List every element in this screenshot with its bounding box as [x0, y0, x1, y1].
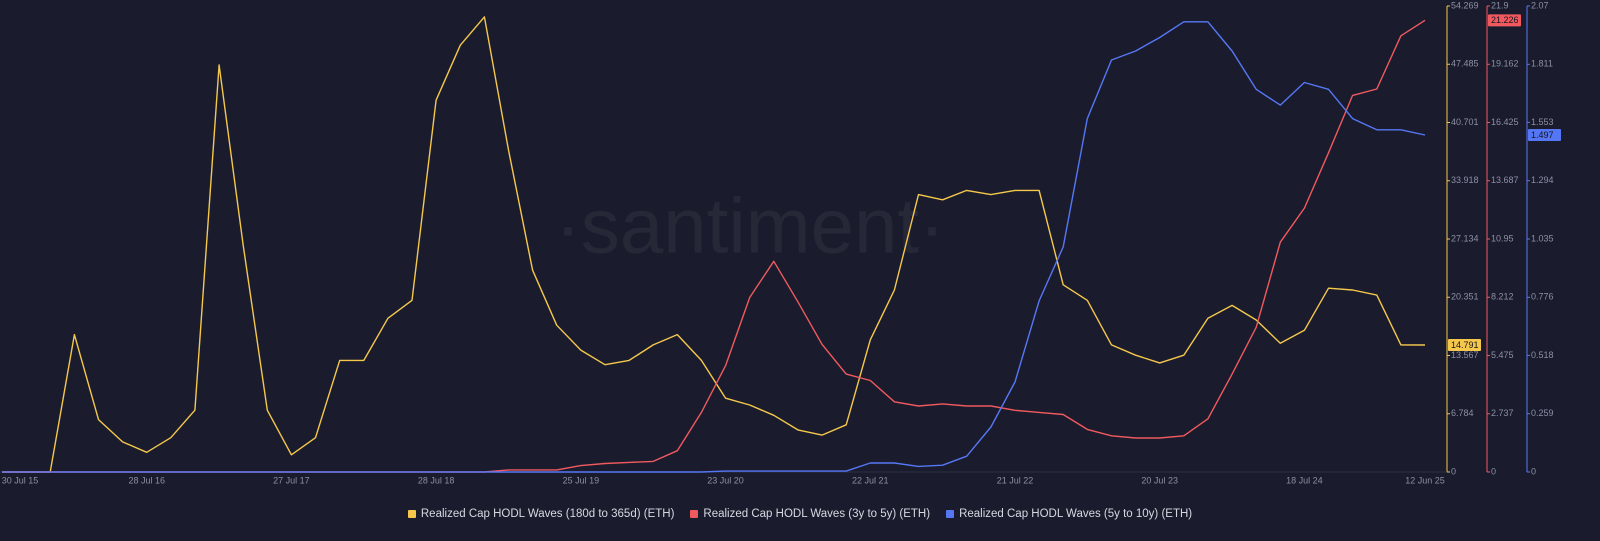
y-tick-label: 2.07 [1531, 0, 1549, 10]
x-tick-label: 28 Jul 16 [128, 475, 165, 485]
legend-item[interactable]: Realized Cap HODL Waves (5y to 10y) (ETH… [946, 508, 1192, 520]
y-tick-label: 47.485 [1451, 59, 1479, 69]
y-tick-label: 40.701 [1451, 117, 1479, 127]
value-badge-label: 1.497 [1531, 130, 1554, 140]
watermark: ·santiment· [555, 182, 945, 270]
legend-item[interactable]: Realized Cap HODL Waves (3y to 5y) (ETH) [690, 508, 930, 520]
x-tick-label: 20 Jul 23 [1141, 475, 1178, 485]
legend: Realized Cap HODL Waves (180d to 365d) (… [0, 508, 1600, 520]
value-badge-label: 14.791 [1451, 340, 1479, 350]
x-tick-label: 21 Jul 22 [997, 475, 1034, 485]
value-badge-label: 21.226 [1491, 15, 1519, 25]
series-line [2, 21, 1426, 473]
x-tick-label: 12 Jun 25 [1405, 475, 1445, 485]
y-tick-label: 20.351 [1451, 292, 1479, 302]
value-badge [1528, 128, 1561, 141]
y-tick-label: 21.9 [1491, 0, 1509, 10]
series-line [2, 16, 1426, 473]
value-badge [1448, 338, 1481, 351]
y-tick-label: 0 [1451, 466, 1456, 476]
legend-label: Realized Cap HODL Waves (5y to 10y) (ETH… [959, 508, 1193, 520]
y-tick-label: 1.035 [1531, 233, 1554, 243]
y-tick-label: 54.269 [1451, 0, 1479, 10]
y-tick-label: 27.134 [1451, 233, 1479, 243]
y-tick-label: 8.212 [1491, 292, 1514, 302]
legend-label: Realized Cap HODL Waves (3y to 5y) (ETH) [703, 508, 931, 520]
y-tick-label: 0.259 [1531, 408, 1554, 418]
y-tick-label: 16.425 [1491, 117, 1519, 127]
y-tick-label: 33.918 [1451, 175, 1479, 185]
y-tick-label: 0 [1491, 466, 1496, 476]
chart: ·santiment· 0 6.784 13.567 20.351 27.134 33.9… [0, 0, 1561, 485]
y-tick-label: 0.518 [1531, 350, 1554, 360]
y-tick-label: 19.162 [1491, 59, 1519, 69]
x-tick-label: 28 Jul 18 [418, 475, 455, 485]
legend-swatch [690, 510, 699, 518]
y-tick-label: 1.553 [1531, 117, 1554, 127]
x-tick-label: 23 Jul 20 [707, 475, 744, 485]
y-tick-label: 0.776 [1531, 292, 1554, 302]
x-tick-label: 30 Jul 15 [2, 475, 39, 485]
x-tick-label: 18 Jul 24 [1286, 475, 1323, 485]
y-tick-label: 6.784 [1451, 408, 1474, 418]
y-tick-label: 1.811 [1531, 59, 1553, 69]
y-tick-label: 10.95 [1491, 233, 1514, 243]
x-tick-label: 22 Jul 21 [852, 475, 889, 485]
legend-swatch [407, 510, 416, 518]
legend-item[interactable]: Realized Cap HODL Waves (180d to 365d) (… [407, 508, 675, 520]
legend-swatch [946, 510, 955, 518]
y-tick-label: 5.475 [1491, 350, 1514, 360]
value-badge [1488, 14, 1521, 27]
y-tick-label: 13.687 [1491, 175, 1519, 185]
x-tick-label: 25 Jul 19 [563, 475, 600, 485]
legend-label: Realized Cap HODL Waves (180d to 365d) (… [420, 508, 675, 520]
y-tick-label: 0 [1531, 466, 1536, 476]
y-tick-label: 2.737 [1491, 408, 1514, 418]
y-tick-label: 13.567 [1451, 350, 1479, 360]
x-tick-label: 27 Jul 17 [273, 475, 310, 485]
y-tick-label: 1.294 [1531, 175, 1554, 185]
